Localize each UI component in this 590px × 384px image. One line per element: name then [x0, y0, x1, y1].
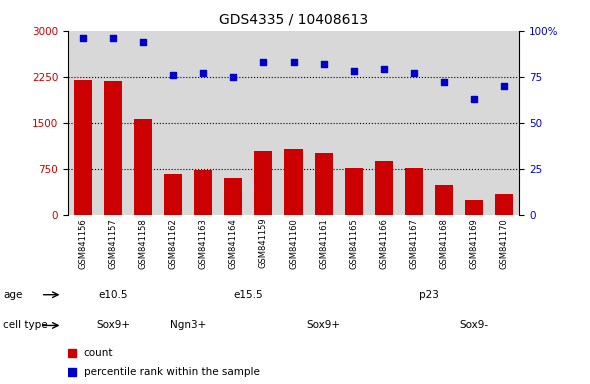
Bar: [375, 161, 393, 215]
Text: percentile rank within the sample: percentile rank within the sample: [84, 367, 260, 377]
Bar: [194, 170, 212, 215]
Bar: [104, 81, 122, 215]
Text: age: age: [4, 290, 23, 300]
Text: Sox9+: Sox9+: [307, 320, 340, 331]
Bar: [314, 153, 333, 215]
Point: [439, 79, 449, 85]
Point: [319, 61, 328, 67]
Point: [289, 59, 298, 65]
Bar: [284, 149, 303, 215]
Bar: [164, 174, 182, 215]
Text: e10.5: e10.5: [98, 290, 128, 300]
Text: cell type: cell type: [4, 320, 48, 331]
Text: p23: p23: [419, 290, 439, 300]
Text: Sox9+: Sox9+: [96, 320, 130, 331]
Text: count: count: [84, 348, 113, 358]
Point: [198, 70, 208, 76]
Bar: [405, 168, 423, 215]
Point: [169, 72, 178, 78]
Point: [258, 59, 268, 65]
Bar: [224, 177, 242, 215]
Point: [470, 96, 479, 102]
Bar: [495, 194, 513, 215]
Title: GDS4335 / 10408613: GDS4335 / 10408613: [219, 13, 368, 27]
Point: [379, 66, 388, 73]
Point: [109, 35, 118, 41]
Text: e15.5: e15.5: [234, 290, 263, 300]
Bar: [345, 168, 363, 215]
Point: [228, 74, 238, 80]
Point: [138, 39, 148, 45]
Bar: [465, 200, 483, 215]
Text: Sox9-: Sox9-: [460, 320, 489, 331]
Bar: [74, 80, 92, 215]
Text: Ngn3+: Ngn3+: [170, 320, 206, 331]
Point: [78, 35, 88, 41]
Point: [409, 70, 419, 76]
Bar: [254, 151, 273, 215]
Point: [349, 68, 359, 74]
Point: [499, 83, 509, 89]
Bar: [435, 185, 453, 215]
Bar: [134, 119, 152, 215]
